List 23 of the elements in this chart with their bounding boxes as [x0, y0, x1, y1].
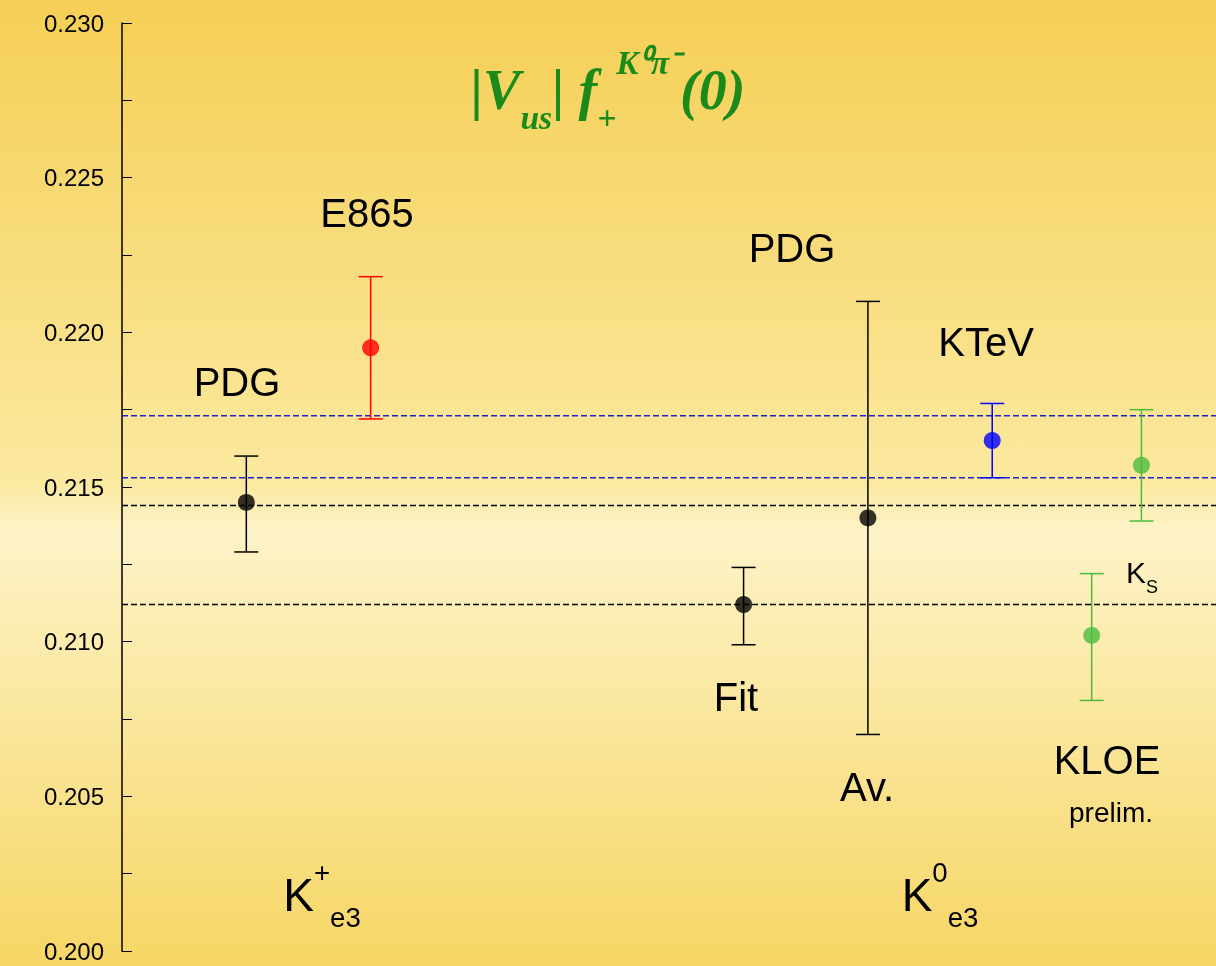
annotation: prelim. — [1068, 796, 1154, 828]
point — [735, 596, 753, 614]
annotation: PDG — [193, 360, 281, 404]
y-tick-label: 0.225 — [43, 164, 104, 192]
annotation: KTeV — [938, 320, 1035, 364]
point — [237, 493, 255, 511]
annotation: E865 — [320, 191, 414, 235]
point — [1132, 456, 1150, 474]
y-tick-label: 0.220 — [43, 318, 104, 346]
y-tick-label: 0.215 — [43, 473, 104, 501]
y-tick-label: 0.210 — [43, 628, 104, 656]
annotation: KLOE — [1053, 738, 1161, 782]
y-tick-label: 0.205 — [43, 782, 104, 810]
point — [362, 339, 380, 357]
annotation: Fit — [713, 675, 759, 719]
point — [859, 509, 877, 527]
annotation: K+e3 — [283, 856, 361, 934]
annotation: PDG — [748, 226, 836, 270]
point — [1083, 626, 1101, 644]
y-tick-label: 0.230 — [43, 9, 104, 37]
y-tick-label: 0.200 — [43, 937, 104, 965]
point — [983, 432, 1001, 450]
annotation: Av. — [839, 765, 895, 809]
